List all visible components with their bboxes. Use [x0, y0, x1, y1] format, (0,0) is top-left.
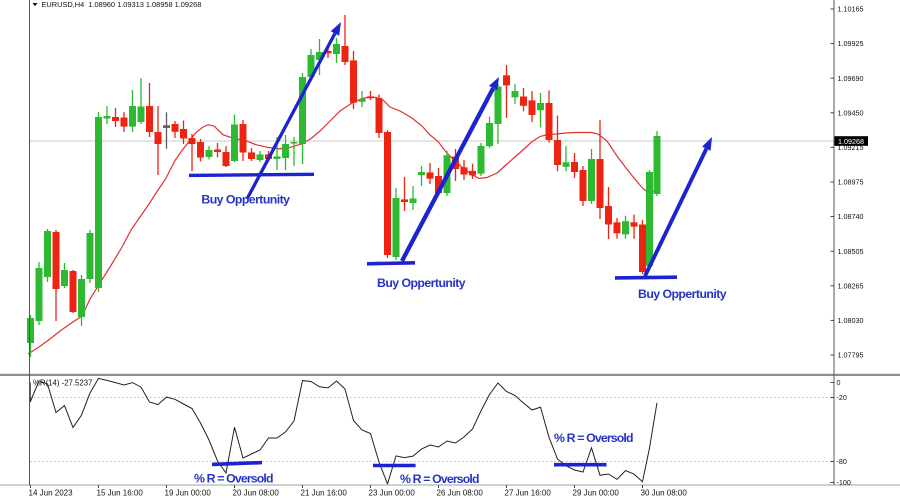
- svg-text:0: 0: [837, 378, 841, 387]
- svg-text:Buy Oppertunity: Buy Oppertunity: [638, 287, 727, 301]
- svg-text:1.08975: 1.08975: [838, 178, 864, 187]
- svg-text:%R(14) -27.5237: %R(14) -27.5237: [33, 379, 92, 388]
- svg-text:% R = Oversold: % R = Oversold: [400, 472, 479, 486]
- svg-text:1.08505: 1.08505: [838, 247, 864, 256]
- svg-text:-20: -20: [837, 393, 847, 402]
- svg-text:EURUSD,H4 1.08960 1.09313 1.0: EURUSD,H4 1.08960 1.09313 1.08958 1.0926…: [42, 0, 202, 9]
- svg-text:-100: -100: [837, 478, 851, 487]
- svg-text:23 Jun 00:00: 23 Jun 00:00: [369, 488, 416, 497]
- svg-text:1.09268: 1.09268: [838, 137, 864, 146]
- svg-text:1.08740: 1.08740: [838, 212, 864, 221]
- svg-text:1.08030: 1.08030: [838, 316, 864, 325]
- svg-text:14 Jun 2023: 14 Jun 2023: [29, 488, 74, 497]
- svg-text:30 Jun 08:00: 30 Jun 08:00: [641, 488, 688, 497]
- svg-text:1.09925: 1.09925: [838, 39, 864, 48]
- svg-text:% R = Oversold: % R = Oversold: [194, 472, 273, 486]
- svg-text:1.09450: 1.09450: [838, 108, 864, 117]
- svg-text:Buy Oppertunity: Buy Oppertunity: [377, 276, 466, 290]
- svg-text:1.09215: 1.09215: [838, 143, 864, 152]
- svg-text:1.07795: 1.07795: [838, 351, 864, 360]
- svg-text:20 Jun 08:00: 20 Jun 08:00: [233, 488, 280, 497]
- svg-text:1.10165: 1.10165: [838, 5, 864, 14]
- svg-text:-80: -80: [837, 457, 847, 466]
- svg-text:29 Jun 00:00: 29 Jun 00:00: [573, 488, 620, 497]
- svg-text:26 Jun 08:00: 26 Jun 08:00: [437, 488, 484, 497]
- svg-text:1.08265: 1.08265: [838, 281, 864, 290]
- svg-text:% R = Oversold: % R = Oversold: [554, 431, 633, 445]
- svg-text:15 Jun 16:00: 15 Jun 16:00: [97, 488, 144, 497]
- svg-text:19 Jun 00:00: 19 Jun 00:00: [165, 488, 212, 497]
- svg-text:21 Jun 16:00: 21 Jun 16:00: [301, 488, 348, 497]
- svg-text:Buy Oppertunity: Buy Oppertunity: [201, 193, 290, 207]
- svg-text:1.09690: 1.09690: [838, 74, 864, 83]
- svg-text:27 Jun 16:00: 27 Jun 16:00: [505, 488, 552, 497]
